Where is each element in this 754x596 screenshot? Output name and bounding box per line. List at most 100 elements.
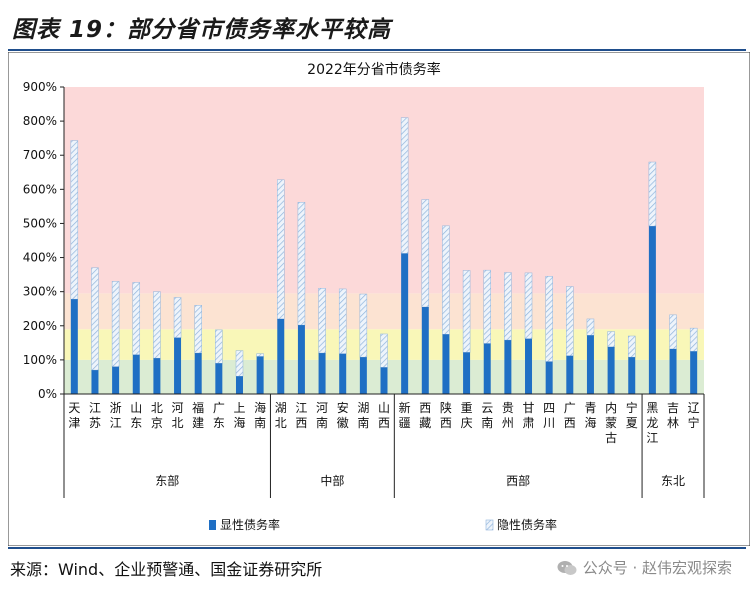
x-tick-label: 广东 <box>213 401 225 430</box>
x-tick-label: 山西 <box>378 401 390 430</box>
explicit-debt-bar <box>318 353 326 394</box>
background-band <box>64 87 704 294</box>
explicit-debt-bar <box>256 356 264 394</box>
x-tick-label: 湖南 <box>357 400 369 430</box>
hidden-debt-bar <box>194 305 202 354</box>
y-tick-label: 800% <box>23 114 57 128</box>
explicit-debt-bar <box>277 318 285 394</box>
region-label: 东北 <box>661 474 685 488</box>
explicit-debt-bar <box>297 325 305 394</box>
x-tick-label: 甘肃 <box>523 401 535 430</box>
region-groups: 东部 中部 西部 东北 <box>63 394 705 498</box>
x-tick-label: 新疆 <box>399 400 411 430</box>
hidden-debt-bar <box>91 267 99 371</box>
hidden-debt-bar <box>111 281 120 367</box>
hidden-debt-bar <box>586 318 595 336</box>
hidden-debt-bar <box>318 288 326 354</box>
explicit-debt-bar <box>132 354 140 394</box>
explicit-debt-bar <box>91 370 99 394</box>
explicit-debt-bar <box>380 367 388 394</box>
bars <box>70 117 698 394</box>
hidden-debt-bar <box>648 161 657 227</box>
explicit-debt-bar <box>70 299 78 394</box>
hidden-debt-bar <box>483 269 491 344</box>
x-tick-label: 河南 <box>316 401 328 430</box>
x-tick-label: 北京 <box>151 401 163 430</box>
explicit-debt-bar <box>525 338 533 394</box>
x-tick-label: 青海 <box>584 401 596 430</box>
hidden-debt-bar <box>504 272 512 341</box>
hidden-debt-bar <box>627 335 636 358</box>
x-tick-label: 广西 <box>564 401 576 430</box>
y-tick-label: 500% <box>23 216 57 230</box>
region-label: 东部 <box>155 473 179 488</box>
x-tick-label: 黑龙江 <box>646 401 658 445</box>
background-bands <box>64 87 704 394</box>
x-tick-label: 西藏 <box>419 401 431 430</box>
hidden-debt-bar <box>153 291 161 359</box>
explicit-debt-bar <box>483 343 491 394</box>
explicit-debt-bar <box>504 340 512 394</box>
y-tick-label: 0% <box>38 387 57 401</box>
x-tick-label: 辽宁 <box>688 401 700 430</box>
x-tick-label: 天津 <box>68 401 80 430</box>
y-tick-label: 300% <box>23 285 57 299</box>
x-tick-label: 山东 <box>130 401 142 430</box>
explicit-debt-bar <box>153 358 161 394</box>
hidden-debt-bar <box>277 179 285 320</box>
x-tick-label: 宁夏 <box>626 400 638 430</box>
y-tick-label: 600% <box>23 182 57 196</box>
legend-label-explicit: 显性债务率 <box>220 517 280 532</box>
explicit-debt-bar <box>235 376 243 394</box>
watermark: 公众号 · 赵伟宏观探索 <box>557 557 732 578</box>
explicit-debt-bar <box>359 357 367 394</box>
explicit-debt-bar <box>648 226 656 394</box>
explicit-debt-bar <box>586 335 594 394</box>
explicit-debt-bar <box>112 366 120 394</box>
y-tick-label: 900% <box>23 80 57 94</box>
x-tick-label: 河北 <box>172 401 184 430</box>
hidden-debt-bar <box>297 202 306 326</box>
explicit-debt-bar <box>545 361 553 394</box>
explicit-debt-bar <box>442 334 450 394</box>
explicit-debt-bar <box>339 353 347 394</box>
explicit-debt-bar <box>463 352 471 394</box>
x-tick-label: 上海 <box>233 401 245 430</box>
explicit-debt-bar <box>607 346 615 394</box>
x-tick-label: 陕西 <box>440 400 452 430</box>
hidden-debt-bar <box>689 327 698 352</box>
title-rule <box>8 49 746 51</box>
source-note: 来源：Wind、企业预警通、国金证券研究所 <box>10 560 323 579</box>
hidden-debt-bar <box>359 293 368 358</box>
y-axis: 0% 100% 200% 300% 400% 500% 600% 700% 800% 900% <box>23 80 65 401</box>
explicit-debt-bar <box>669 348 677 394</box>
explicit-debt-bar <box>401 253 409 394</box>
explicit-debt-bar <box>628 357 636 394</box>
hidden-debt-bar <box>462 270 471 353</box>
x-tick-label: 四川 <box>543 401 555 430</box>
source-rule <box>8 547 746 549</box>
region-label: 西部 <box>506 473 530 488</box>
figure-title: 图表 19：部分省市债务率水平较高 <box>12 17 392 43</box>
hidden-debt-bar <box>421 199 430 308</box>
x-tick-label: 海南 <box>254 400 266 430</box>
legend-swatch-explicit <box>209 520 216 530</box>
chart-title: 2022年分省市债务率 <box>307 61 441 78</box>
x-tick-label: 贵州 <box>502 401 514 430</box>
hidden-debt-bar <box>380 333 388 368</box>
y-tick-label: 700% <box>23 148 57 162</box>
x-tick-label: 安徽 <box>337 400 349 430</box>
legend: 显性债务率 隐性债务率 <box>209 517 557 532</box>
x-tick-label: 云南 <box>481 401 493 430</box>
hidden-debt-bar <box>566 286 574 357</box>
x-tick-label: 福建 <box>192 400 204 430</box>
explicit-debt-bar <box>566 355 574 394</box>
y-tick-label: 100% <box>23 353 57 367</box>
hidden-debt-bar <box>132 282 141 356</box>
explicit-debt-bar <box>174 337 182 394</box>
hidden-debt-bar <box>400 117 409 254</box>
hidden-debt-bar <box>524 272 533 339</box>
hidden-debt-bar <box>669 314 677 350</box>
hidden-debt-bar <box>235 350 244 377</box>
x-tick-label: 浙江 <box>110 401 122 430</box>
